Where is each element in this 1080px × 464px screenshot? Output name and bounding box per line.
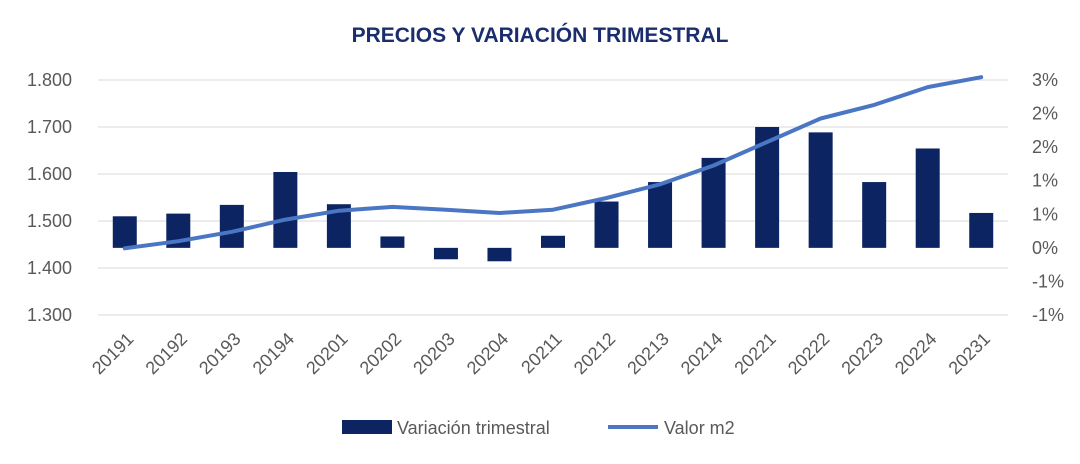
- x-tick-label: 20231: [945, 329, 995, 379]
- line-path: [122, 75, 984, 251]
- bar: [808, 132, 833, 248]
- right-tick-label: -1%: [1032, 271, 1064, 291]
- x-tick-label: 20224: [891, 329, 941, 379]
- bar: [112, 216, 137, 248]
- left-tick-label: 1.400: [27, 258, 72, 278]
- bars-series: [112, 127, 994, 262]
- x-tick-label: 20214: [677, 329, 727, 379]
- x-tick-label: 20192: [142, 329, 192, 379]
- left-axis-ticks: 1.800 1.700 1.600 1.500 1.400 1.300: [27, 70, 72, 325]
- right-tick-label: 0%: [1032, 238, 1058, 258]
- x-tick-label: 20204: [463, 329, 513, 379]
- bar: [273, 171, 298, 248]
- bar: [862, 182, 887, 248]
- right-tick-label: 1%: [1032, 171, 1058, 191]
- chart-title: PRECIOS Y VARIACIÓN TRIMESTRAL: [352, 23, 729, 47]
- x-tick-label: 20201: [302, 329, 352, 379]
- line-series: [122, 75, 984, 251]
- left-tick-label: 1.800: [27, 70, 72, 90]
- bar: [648, 182, 673, 248]
- bar: [487, 247, 512, 262]
- x-tick-label: 20213: [623, 329, 673, 379]
- bar: [969, 212, 994, 248]
- legend-line-label: Valor m2: [664, 418, 735, 438]
- x-tick-label: 20211: [517, 329, 566, 378]
- gridlines: [98, 79, 1008, 316]
- x-axis-ticks: 20191 20192 20193 20194 20201 20202 20203 20204…: [88, 329, 994, 379]
- bar: [594, 201, 619, 248]
- legend-bar-swatch: [342, 420, 392, 434]
- left-tick-label: 1.300: [27, 305, 72, 325]
- bar: [701, 157, 726, 248]
- bar: [433, 247, 458, 260]
- right-tick-label: 2%: [1032, 137, 1058, 157]
- right-tick-label: 3%: [1032, 70, 1058, 90]
- x-tick-label: 20221: [730, 329, 780, 379]
- right-tick-label: 2%: [1032, 104, 1058, 124]
- x-tick-label: 20194: [249, 329, 299, 379]
- x-tick-label: 20222: [784, 329, 834, 379]
- bar: [219, 204, 244, 248]
- x-tick-label: 20191: [88, 329, 138, 379]
- bar: [541, 235, 565, 248]
- legend: Variación trimestral Valor m2: [342, 418, 735, 438]
- right-tick-label: -1%: [1032, 305, 1064, 325]
- bar: [380, 236, 405, 248]
- x-tick-label: 20212: [570, 329, 620, 379]
- right-tick-label: 1%: [1032, 204, 1058, 224]
- left-tick-label: 1.500: [27, 211, 72, 231]
- left-tick-label: 1.600: [27, 164, 72, 184]
- x-tick-label: 20223: [837, 329, 887, 379]
- bar: [915, 148, 940, 248]
- x-tick-label: 20203: [409, 329, 459, 379]
- right-axis-ticks: 3% 2% 2% 1% 1% 0% -1% -1%: [1032, 70, 1064, 325]
- x-tick-label: 20193: [195, 329, 245, 379]
- x-tick-label: 20202: [356, 329, 406, 379]
- legend-bar-label: Variación trimestral: [397, 418, 550, 438]
- left-tick-label: 1.700: [27, 117, 72, 137]
